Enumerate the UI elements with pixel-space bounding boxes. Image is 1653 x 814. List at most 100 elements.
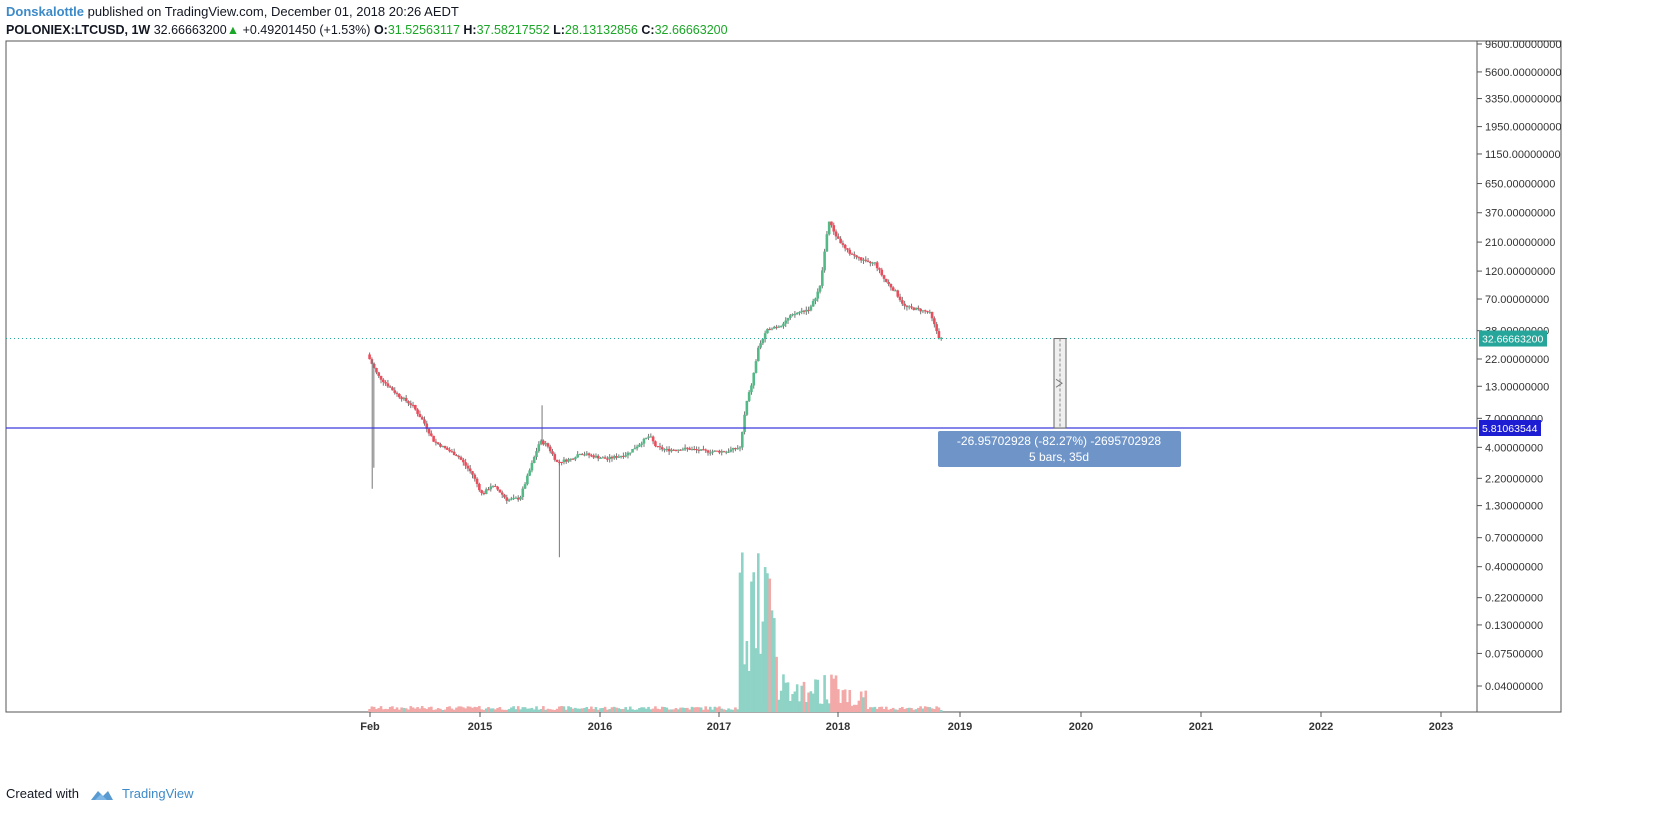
y-tick-label: 3350.00000000 xyxy=(1485,94,1561,106)
candle-body xyxy=(928,311,932,313)
volume-bar xyxy=(914,709,918,712)
volume-bar xyxy=(544,709,547,712)
candle-body xyxy=(791,314,794,316)
volume-bar xyxy=(786,682,790,712)
candle-body xyxy=(811,300,815,307)
volume-bar xyxy=(654,706,657,712)
volume-bar xyxy=(827,703,831,712)
candle-body xyxy=(729,449,733,452)
candle-body xyxy=(935,324,938,332)
candle-body xyxy=(747,392,751,401)
volume-bar xyxy=(816,679,820,712)
candle-body xyxy=(457,456,461,458)
time-axis[interactable]: Feb 2015 2016 2017 2018 2019 2020 2021 2022 2023 xyxy=(360,712,1453,733)
candle-body xyxy=(859,257,863,261)
candle-body xyxy=(537,444,541,452)
candle-body xyxy=(626,452,630,456)
candle-body xyxy=(441,445,445,447)
volume-bar xyxy=(567,706,570,712)
y-tick-label: 650.00000000 xyxy=(1485,179,1555,191)
high-value: 37.58217552 xyxy=(476,23,550,37)
volume-bar xyxy=(430,706,433,712)
volume-bar xyxy=(649,709,653,712)
candle-body xyxy=(539,440,543,445)
candle-body xyxy=(432,435,435,442)
candle-body xyxy=(420,417,424,420)
volume-bar xyxy=(494,709,497,712)
volume-bar xyxy=(382,709,385,712)
candle-body xyxy=(585,453,589,455)
volume-bar xyxy=(857,700,861,712)
candle-body xyxy=(912,307,916,310)
candle-body xyxy=(423,419,426,424)
volume-bar xyxy=(704,706,708,712)
y-tick-label: 0.13000000 xyxy=(1485,620,1543,632)
candle-body xyxy=(590,455,593,457)
volume-bar xyxy=(891,707,895,712)
candle-body xyxy=(676,449,680,451)
candle-body xyxy=(452,451,456,456)
volume-bar xyxy=(901,706,904,712)
candle-body xyxy=(738,447,742,449)
volume-bar xyxy=(491,708,495,712)
volume-bar xyxy=(402,708,406,712)
candle-body xyxy=(688,448,692,450)
candle-body xyxy=(839,238,842,244)
volume-bar xyxy=(512,706,515,712)
volume-bar xyxy=(503,709,506,712)
candle-body xyxy=(404,397,408,402)
volume-bar xyxy=(708,706,712,712)
volume-bar xyxy=(452,709,456,712)
y-tick-label: 0.07500000 xyxy=(1485,648,1543,660)
candle-body xyxy=(505,497,509,501)
volume-bar xyxy=(761,621,765,712)
x-tick-label: 2015 xyxy=(468,721,492,733)
candle-body xyxy=(862,259,865,261)
candle-body xyxy=(665,448,669,450)
candle-body xyxy=(933,318,936,325)
volume-bar xyxy=(848,689,852,712)
volume-bar xyxy=(798,701,801,712)
volume-bar xyxy=(759,653,762,712)
candle-body xyxy=(880,269,884,276)
volume-bar xyxy=(555,708,559,712)
candle-body xyxy=(814,298,817,301)
volume-bar xyxy=(917,707,920,712)
candle-body xyxy=(624,455,627,457)
candle-body xyxy=(885,278,888,282)
volume-bar xyxy=(736,709,740,712)
tradingview-link[interactable]: TradingView xyxy=(122,786,194,801)
volume-bar xyxy=(935,706,938,712)
volume-bar xyxy=(608,709,611,712)
volume-bar xyxy=(633,709,637,712)
candle-body xyxy=(480,490,483,493)
candle-body xyxy=(503,494,506,498)
drawing-overlays[interactable]: 32.66663200 5.81063544 -26.95702928 (-82.2… xyxy=(6,330,1547,467)
volume-bar xyxy=(930,708,934,712)
candle-body xyxy=(823,251,826,271)
candle-body xyxy=(853,254,856,256)
volume-bar xyxy=(532,709,536,712)
candle-body xyxy=(526,475,529,485)
volume-bar xyxy=(498,707,502,712)
candle-body xyxy=(805,309,808,312)
candle-body xyxy=(923,310,927,312)
volume-bar xyxy=(521,707,525,712)
candle-body xyxy=(574,457,577,460)
volume-bar xyxy=(590,706,593,712)
candle-body xyxy=(430,433,433,436)
volume-bar xyxy=(619,709,623,712)
low-value: 28.13132856 xyxy=(564,23,638,37)
candle-body xyxy=(427,428,431,434)
price-axis[interactable]: 9600.00000000 5600.00000000 3350.00000000 1… xyxy=(1477,39,1561,693)
candle-body xyxy=(434,441,438,443)
author-link[interactable]: Donskalottle xyxy=(6,4,85,19)
x-tick-label: 2019 xyxy=(948,721,972,733)
candle-body xyxy=(462,459,465,463)
candle-body xyxy=(562,459,566,463)
candle-body xyxy=(638,444,641,447)
volume-bar xyxy=(663,706,666,712)
candle-body xyxy=(887,281,890,285)
candle-body xyxy=(649,436,653,438)
